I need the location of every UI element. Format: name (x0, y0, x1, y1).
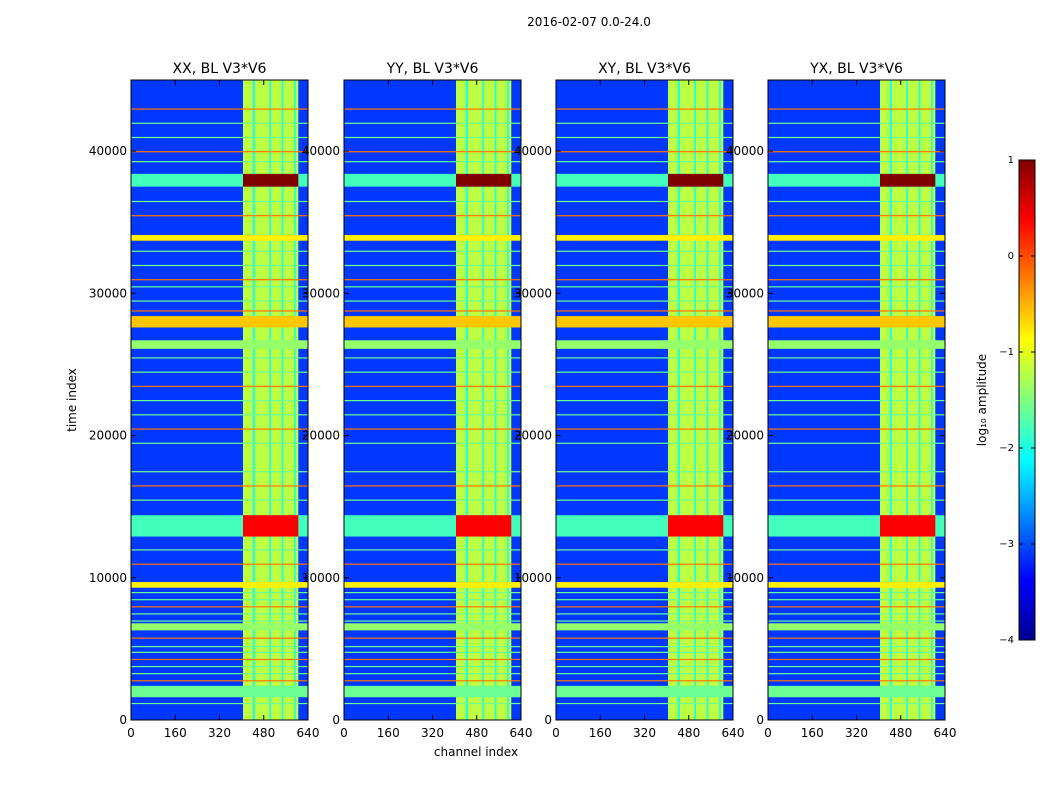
panel-2: XY, BL V3*V6 0 160 320 480 640 0 10000 20000 3000… (514, 61, 745, 740)
flagged-time-band (768, 623, 945, 631)
panel-title: YX, BL V3*V6 (809, 61, 903, 77)
x-tick-label: 480 (252, 726, 275, 740)
x-tick-label: 480 (889, 726, 912, 740)
y-tick-label: 20000 (726, 429, 764, 443)
y-tick-label: 20000 (514, 429, 552, 443)
x-tick-label: 0 (127, 726, 135, 740)
x-tick-label: 640 (297, 726, 320, 740)
panel-title: XY, BL V3*V6 (598, 61, 691, 77)
heatmap-image-3 (768, 80, 945, 720)
x-tick-label: 160 (164, 726, 187, 740)
y-tick-label: 30000 (726, 286, 764, 300)
flagged-time-band (768, 582, 945, 588)
colorbar-tick-label: −3 (999, 539, 1014, 550)
flagged-time-band (131, 582, 308, 588)
y-tick-label: 10000 (726, 571, 764, 585)
y-tick-label: 40000 (726, 144, 764, 158)
flagged-time-band (131, 685, 308, 698)
flagged-time-band (344, 316, 521, 328)
x-tick-label: 480 (465, 726, 488, 740)
y-tick-label: 0 (332, 713, 340, 727)
flagged-time-band (344, 685, 521, 698)
y-tick-label: 20000 (89, 429, 127, 443)
flagged-time-band (344, 340, 521, 349)
x-axis-label: channel index (434, 745, 518, 759)
flagged-time-band (556, 316, 733, 328)
x-tick-label: 0 (340, 726, 348, 740)
flagged-time-band (344, 623, 521, 631)
panel-0: XX, BL V3*V6 0 160 320 480 640 0 10000 20000 3000… (89, 61, 320, 740)
flagged-time-band (131, 340, 308, 349)
x-tick-label: 320 (208, 726, 231, 740)
flagged-time-band (768, 316, 945, 328)
colorbar-tick-label: −2 (999, 443, 1014, 454)
flagged-time-band (344, 582, 521, 588)
x-tick-label: 160 (377, 726, 400, 740)
flagged-time-band (556, 235, 733, 241)
x-tick-label: 320 (845, 726, 868, 740)
heatmap-image-1 (344, 80, 521, 720)
y-tick-label: 40000 (302, 144, 340, 158)
heatmap-image-2 (556, 80, 733, 720)
x-tick-label: 0 (552, 726, 560, 740)
figure-suptitle: 2016-02-07 0.0-24.0 (527, 15, 651, 29)
y-tick-label: 10000 (302, 571, 340, 585)
colorbar-tick-label: −4 (999, 635, 1014, 646)
y-tick-label: 10000 (514, 571, 552, 585)
flagged-time-band (131, 235, 308, 241)
flagged-time-band (768, 340, 945, 349)
flagged-time-band (556, 685, 733, 698)
flagged-time-band (131, 623, 308, 631)
panel-1: YY, BL V3*V6 0 160 320 480 640 0 10000 20000 3000… (302, 61, 533, 740)
panel-3: YX, BL V3*V6 0 160 320 480 640 0 10000 20000 3000… (726, 61, 957, 740)
flagged-time-band (556, 623, 733, 631)
colorbar-tick-label: 1 (1008, 155, 1014, 166)
flagged-time-band (556, 340, 733, 349)
colorbar-tick-label: −1 (999, 347, 1014, 358)
x-tick-label: 320 (633, 726, 656, 740)
x-tick-label: 640 (934, 726, 957, 740)
panel-title: YY, BL V3*V6 (386, 61, 479, 77)
x-tick-label: 0 (764, 726, 772, 740)
x-tick-label: 160 (801, 726, 824, 740)
y-tick-label: 40000 (514, 144, 552, 158)
y-tick-label: 30000 (89, 286, 127, 300)
y-tick-label: 0 (119, 713, 127, 727)
flagged-time-band (768, 685, 945, 698)
y-tick-label: 30000 (302, 286, 340, 300)
y-tick-label: 30000 (514, 286, 552, 300)
y-tick-label: 40000 (89, 144, 127, 158)
y-tick-label: 10000 (89, 571, 127, 585)
x-tick-label: 640 (722, 726, 745, 740)
flagged-time-band (344, 235, 521, 241)
colorbar (1018, 159, 1036, 641)
y-tick-label: 20000 (302, 429, 340, 443)
x-tick-label: 640 (510, 726, 533, 740)
colorbar-label: log₁₀ amplitude (975, 354, 989, 446)
colorbar-tick-label: 0 (1008, 251, 1014, 262)
flagged-time-band (556, 582, 733, 588)
y-tick-label: 0 (756, 713, 764, 727)
flagged-time-band (131, 316, 308, 328)
x-tick-label: 160 (589, 726, 612, 740)
heatmap-image-0 (131, 80, 308, 720)
x-tick-label: 480 (677, 726, 700, 740)
y-tick-label: 0 (544, 713, 552, 727)
panel-title: XX, BL V3*V6 (173, 61, 267, 77)
flagged-time-band (768, 235, 945, 241)
x-tick-label: 320 (421, 726, 444, 740)
y-axis-label: time index (65, 368, 79, 432)
